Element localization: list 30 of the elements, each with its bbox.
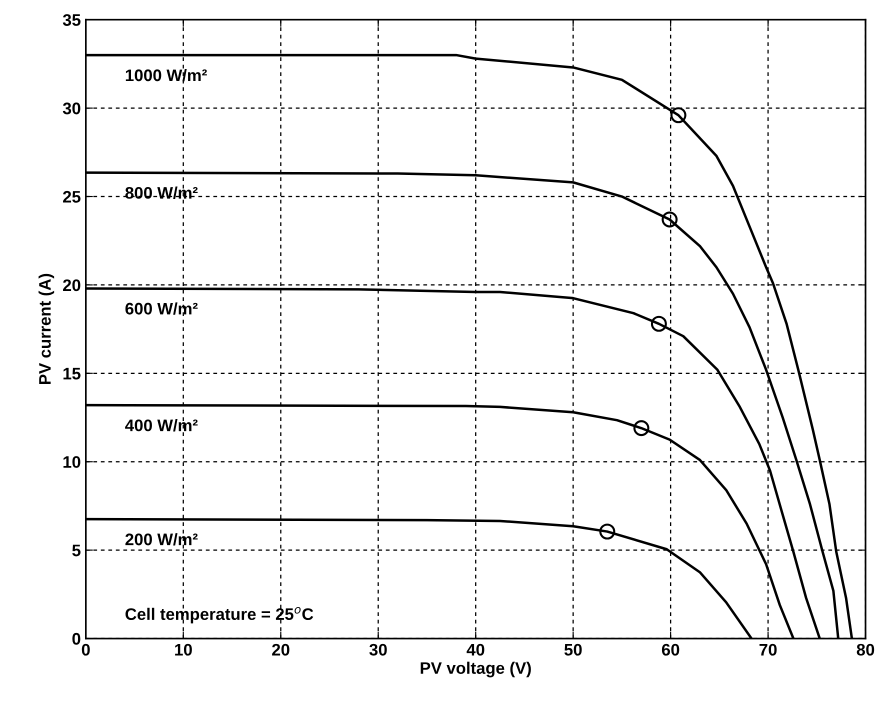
series-label: 400 W/m² xyxy=(125,419,198,432)
point xyxy=(662,212,678,228)
y-tick-label: 15 xyxy=(63,368,81,380)
series-label: 600 W/m² xyxy=(125,302,198,315)
series-label: 1000 W/m² xyxy=(126,68,207,82)
point xyxy=(633,420,650,436)
x-tick-label: 0 xyxy=(82,644,90,656)
x-tick-label: 20 xyxy=(272,644,290,656)
y-axis-title: PV current (A) xyxy=(38,274,54,384)
annotation: Cell temperature = 25$^{o}$C xyxy=(126,606,314,624)
x-tick-label: 10 xyxy=(175,644,192,656)
x-tick-label: 80 xyxy=(856,644,874,656)
x-tick-label: 70 xyxy=(760,644,777,656)
y-tick-label: 35 xyxy=(62,14,81,26)
y-tick-label: 10 xyxy=(63,456,80,468)
x-tick-label: 40 xyxy=(466,644,484,656)
y-tick-label: 5 xyxy=(72,544,81,556)
series-label: 800 W/m² xyxy=(125,186,198,199)
x-axis-title: PV voltage (V) xyxy=(420,662,531,678)
y-tick-label: 25 xyxy=(63,190,81,203)
point xyxy=(650,316,667,332)
x-tick-label: 50 xyxy=(564,644,582,656)
y-tick-label: 30 xyxy=(62,102,80,114)
series-label: 200 W/m² xyxy=(125,533,198,546)
x-tick-label: 60 xyxy=(662,644,680,656)
point xyxy=(599,524,616,540)
y-tick-label: 20 xyxy=(63,279,80,292)
y-tick-label: 0 xyxy=(72,632,80,645)
x-tick-label: 30 xyxy=(369,644,387,656)
point xyxy=(670,107,686,124)
